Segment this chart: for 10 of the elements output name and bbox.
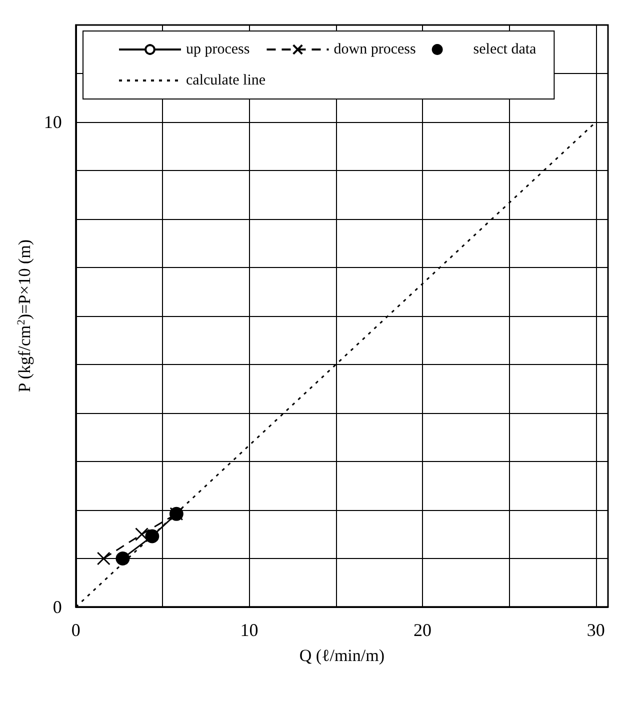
legend-label: select data bbox=[473, 42, 537, 58]
x-tick-label: 0 bbox=[71, 620, 80, 640]
y-axis-title: P (kgf/cm2)=P×10 (m) bbox=[15, 239, 34, 392]
legend-label: up process bbox=[186, 42, 250, 58]
x-axis-title: Q (ℓ/min/m) bbox=[299, 646, 385, 665]
x-tick-label: 20 bbox=[414, 620, 432, 640]
legend-label: down process bbox=[334, 42, 416, 58]
x-tick-label: 10 bbox=[240, 620, 258, 640]
x-tick-label: 30 bbox=[586, 620, 605, 640]
legend-label: calculate line bbox=[186, 72, 266, 88]
